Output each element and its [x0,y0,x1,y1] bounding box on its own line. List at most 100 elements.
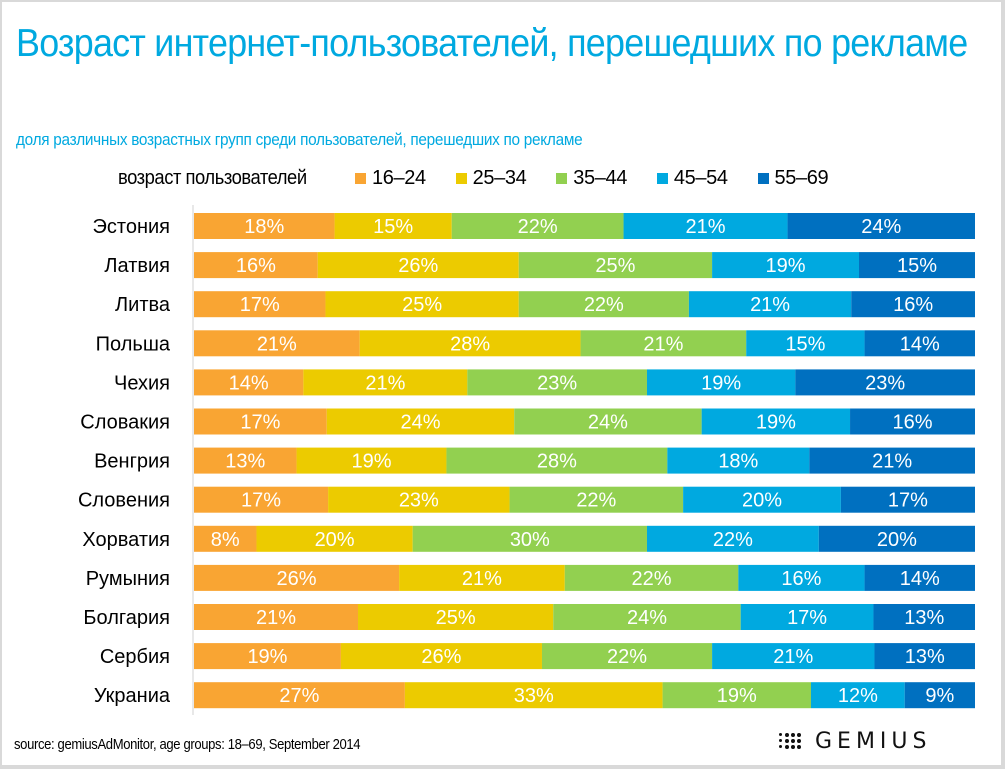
bar-segment [194,330,360,357]
data-label: 22% [713,529,753,551]
data-label: 25% [402,294,442,316]
data-label: 13% [904,607,944,629]
data-label: 16% [893,294,933,316]
bar-row: Чехия 14% 21% 23% 19% 23% [114,369,975,396]
data-label: 21% [872,451,912,473]
data-label: 17% [787,607,827,629]
dot-grid-icon [779,732,803,751]
bar-segment [451,213,624,239]
bar-segment [746,330,865,357]
bar-segment [787,213,975,239]
bar-segment [194,291,326,318]
data-label: 24% [400,412,440,434]
legend-item-45-54: 45–54 [656,166,728,190]
bar-segment [864,330,975,357]
bar-segment [194,408,327,435]
bar-segment [904,682,975,709]
data-label: 21% [365,372,405,394]
bar-segment [683,486,841,513]
legend-label: 45–54 [673,166,728,189]
bar-segment [795,369,975,396]
category-label: Румыния [86,568,170,590]
bar-row: Эстония 18% 15% 22% 21% 24% [93,213,975,239]
data-label: 30% [510,529,550,551]
bar-segment [541,643,713,670]
data-label: 21% [773,646,813,668]
data-label: 21% [256,607,296,629]
data-label: 22% [576,490,616,512]
data-label: 22% [632,568,672,590]
data-label: 17% [240,294,280,316]
data-label: 19% [247,646,287,668]
bar-segment [851,291,975,318]
bar-segment [359,330,581,357]
bar-segment [194,564,400,591]
bar-row: Украниа 27% 33% 19% 12% 9% [94,682,975,709]
bar-segment [328,486,510,513]
bar-segment [859,252,975,279]
data-label: 23% [399,490,439,512]
data-label: 19% [766,255,806,277]
data-label: 25% [595,255,635,277]
data-label: 24% [588,412,628,434]
data-label: 9% [925,685,954,707]
bar-segment [194,252,318,279]
data-label: 21% [257,333,297,355]
data-label: 19% [756,412,796,434]
bar-row: Словения 17% 23% 22% 20% 17% [78,486,975,513]
bar-segment [810,682,905,709]
category-label: Словения [78,490,170,512]
data-label: 20% [877,529,917,551]
category-label: Латвия [104,255,170,277]
bar-segment [712,252,860,279]
bar-segment [325,291,519,318]
bar-segment [564,564,739,591]
bar-segment [194,213,335,239]
data-label: 23% [537,372,577,394]
data-label: 18% [718,451,758,473]
legend-item-16-24: 16–24 [355,167,426,190]
legend-swatch [757,172,769,184]
bar-row: Болгария 21% 25% 24% 17% 13% [83,604,975,630]
data-label: 16% [236,255,276,277]
legend-item-35-44: 35–44 [556,167,627,190]
bar-segment [667,447,810,474]
data-label: 20% [742,490,782,512]
bar-segment [646,369,796,396]
legend-swatch [355,172,367,184]
data-label: 19% [351,451,391,473]
legend-label: 35–44 [573,166,627,189]
data-label: 27% [279,685,319,707]
bar-segment [404,682,663,709]
bar-segment [740,604,874,630]
bar-segment [446,447,668,474]
data-label: 22% [518,216,558,238]
bar-segment [194,486,329,513]
data-label: 28% [450,333,490,355]
bar-segment [701,408,851,435]
data-label: 14% [900,568,940,590]
bar-segment [623,213,788,239]
data-label: 21% [750,294,790,316]
category-label: Эстония [93,216,170,238]
bar-segment [850,408,975,435]
bar-row: Польша 21% 28% 21% 15% 14% [96,330,975,357]
bar-segment [194,604,359,630]
bar-segment [580,330,747,357]
bar-segment [296,447,447,474]
legend: возраст пользователей 16–24 25–34 35–44 … [118,165,829,191]
legend-swatch [556,172,568,184]
category-label: Чехия [114,372,170,394]
data-label: 28% [537,451,577,473]
chart-title: Возраст интернет-пользователей, перешедш… [16,22,968,65]
category-label: Польша [96,333,171,355]
bar-segment [646,525,819,552]
data-label: 22% [607,646,647,668]
category-label: Венгрия [94,451,170,473]
bar-segment [194,525,257,552]
data-label: 22% [584,294,624,316]
bar-segment [399,564,565,591]
bar-row: Венгрия 13% 19% 28% 18% 21% [94,447,975,474]
chart-subtitle: доля различных возрастных групп среди по… [16,131,583,149]
